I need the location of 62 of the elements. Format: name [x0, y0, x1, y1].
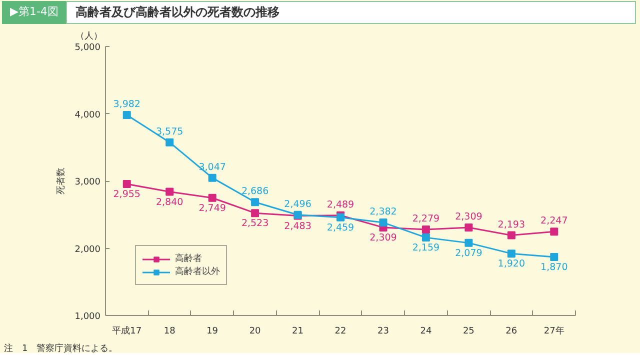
data-label: 2,309 [370, 232, 397, 244]
x-tick-label: 18 [164, 326, 176, 336]
x-tick-label: 19 [206, 326, 218, 336]
x-tick-label: 20 [249, 326, 262, 336]
point [550, 252, 558, 261]
point [166, 188, 174, 196]
data-label: 2,193 [498, 219, 526, 230]
data-label: 2,523 [241, 218, 269, 230]
x-tick-label: 22 [334, 326, 346, 336]
data-label: 2,279 [412, 213, 440, 224]
y-tick-label: 2,000 [74, 244, 101, 255]
point [379, 218, 388, 227]
point [166, 138, 174, 146]
x-tick-label: 25 [462, 326, 474, 336]
data-label: 2,496 [284, 198, 312, 210]
chart-title: 高齢者及び高齢者以外の死者数の推移 [66, 1, 636, 24]
chart-subtitle: ▶第1-4図 [2, 1, 66, 24]
y-tick-label: 3,000 [74, 178, 101, 188]
x-tick-label: 21 [292, 326, 304, 336]
data-label: 2,955 [113, 189, 140, 200]
data-label: 2,840 [156, 196, 184, 208]
point [422, 234, 430, 242]
x-tick-label: 26 [506, 326, 518, 336]
data-label: 2,483 [284, 220, 312, 232]
point [507, 231, 516, 240]
data-label: 2,686 [241, 186, 269, 198]
x-tick-label: 23 [378, 326, 389, 336]
data-label: 2,079 [455, 248, 482, 259]
y-axis-title: 死者数 [56, 168, 67, 194]
data-label: 2,489 [326, 199, 354, 210]
point [507, 250, 516, 258]
point [464, 238, 473, 247]
point [550, 228, 558, 236]
data-label: 2,159 [412, 242, 440, 254]
y-tick-label: 1,000 [74, 312, 101, 322]
data-label: 2,247 [540, 216, 568, 227]
data-label: 3,047 [198, 162, 226, 173]
legend-label: 高齢者以外 [175, 266, 220, 278]
point [464, 223, 473, 232]
point [422, 225, 430, 234]
x-tick-label: 24 [420, 326, 432, 336]
x-tick-label: 27年 [544, 326, 564, 336]
legend-label: 高齢者 [175, 252, 202, 265]
text: （人） [76, 30, 102, 42]
point [122, 110, 131, 119]
data-label: 1,870 [540, 262, 568, 273]
point [251, 198, 260, 206]
data-label: 3,575 [156, 126, 184, 138]
y-tick-label: 4,000 [74, 110, 101, 120]
data-label: 2,309 [455, 211, 482, 222]
y-tick-label: 5,000 [74, 43, 101, 53]
data-label: 2,749 [198, 202, 226, 214]
point [208, 174, 216, 182]
text: 注 1 警察庁資料による。 [4, 344, 118, 354]
point [122, 180, 131, 188]
data-label: 3,982 [113, 98, 140, 110]
point [208, 194, 216, 202]
data-label: 2,459 [326, 222, 354, 234]
data-label: 1,920 [498, 258, 526, 270]
point [251, 209, 260, 218]
data-label: 2,382 [370, 206, 397, 218]
x-tick-label: 平成17 [112, 326, 142, 336]
